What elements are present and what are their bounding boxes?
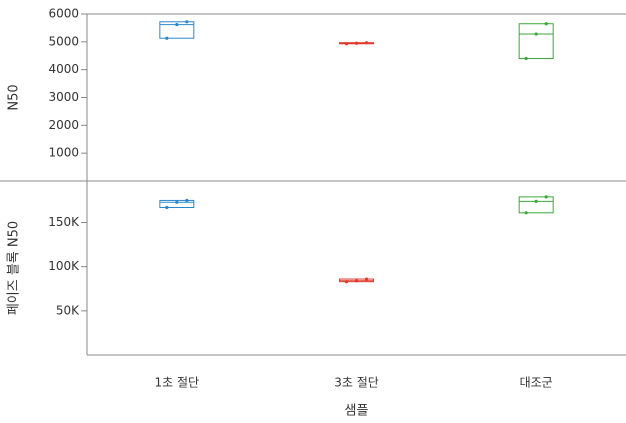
x-tick-label: 1초 절단 (155, 376, 200, 390)
x-axis-label: 샘플 (345, 404, 369, 419)
box (159, 21, 195, 39)
x-tick-label: 3초 절단 (334, 376, 379, 390)
point (175, 22, 179, 27)
box (159, 199, 195, 208)
point (544, 195, 548, 199)
x-tick-label: 대조군 (520, 376, 553, 390)
point (344, 42, 349, 46)
y-tick-label: 3000 (48, 90, 79, 104)
y-tick-label: 50K (56, 303, 80, 317)
y-tick-label: 1000 (48, 146, 79, 160)
point (344, 280, 349, 284)
point (354, 279, 359, 283)
point (185, 198, 189, 203)
point (165, 36, 169, 40)
y-tick-label: 2000 (48, 118, 79, 132)
point (364, 277, 369, 281)
y-tick-label: 150K (48, 215, 80, 229)
point (175, 200, 179, 204)
box (518, 23, 554, 60)
y-tick-label: 6000 (48, 7, 79, 21)
y-tick-label: 100K (48, 259, 80, 273)
y-axis-label: 페이즈 블록 N50 (7, 221, 22, 315)
point (185, 20, 189, 24)
point (524, 56, 528, 61)
point (165, 205, 169, 210)
point (534, 199, 538, 203)
point (364, 41, 369, 45)
y-tick-label: 4000 (48, 62, 79, 76)
y-axis-label: N50 (7, 84, 22, 110)
point (544, 22, 548, 26)
box (518, 196, 554, 214)
point (534, 32, 538, 36)
point (354, 41, 359, 45)
y-tick-label: 5000 (48, 34, 79, 48)
point (524, 211, 528, 215)
